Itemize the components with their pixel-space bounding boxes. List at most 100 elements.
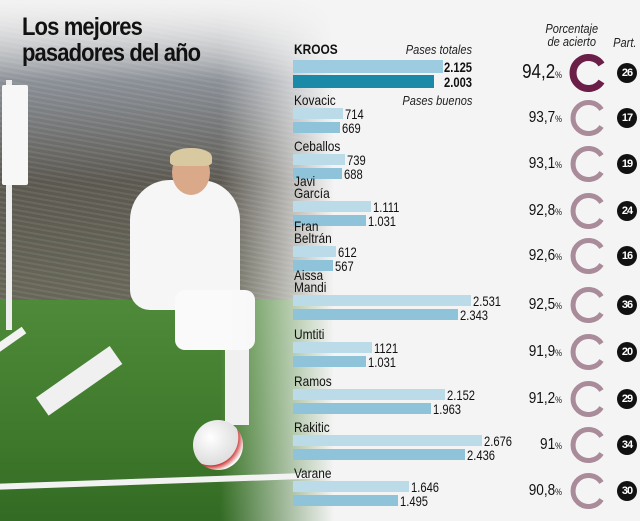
percentage-value: 91,9 xyxy=(528,343,556,360)
matches-badge: 20 xyxy=(617,342,637,362)
header-percentage-line: de acierto xyxy=(547,34,596,49)
accuracy-ring xyxy=(570,100,604,136)
value-good-passes: 567 xyxy=(334,258,354,274)
accuracy-ring xyxy=(570,381,604,417)
value-good-passes: 1.031 xyxy=(367,354,396,370)
matches-badge: 19 xyxy=(617,154,637,174)
value-good-passes: 669 xyxy=(342,120,361,136)
percentage-label: 92,6% xyxy=(503,247,562,265)
corner-flag-pole xyxy=(6,80,12,330)
bar-good-passes xyxy=(293,215,366,226)
bar-total-passes xyxy=(293,154,346,165)
player-name: Aissa Mandi xyxy=(294,267,327,295)
percentage-label: 91,9% xyxy=(503,343,562,361)
value-total-passes: 1.646 xyxy=(411,479,440,495)
matches-badge: 29 xyxy=(617,389,637,409)
percentage-value: 93,7 xyxy=(528,109,556,126)
accuracy-ring xyxy=(569,54,605,92)
matches-badge: 30 xyxy=(617,481,637,501)
percent-sign: % xyxy=(555,487,562,497)
percent-sign: % xyxy=(555,348,562,358)
header-total-passes: Pases totales xyxy=(405,42,472,57)
value-total-passes: 714 xyxy=(345,106,365,122)
matches-badge: 34 xyxy=(617,435,637,455)
accuracy-ring xyxy=(570,193,604,229)
player-hair xyxy=(170,148,212,166)
percent-sign: % xyxy=(555,70,562,80)
bar-total-passes xyxy=(293,108,344,119)
percent-sign: % xyxy=(555,114,562,124)
page-title: Los mejores pasadores del año xyxy=(22,13,201,66)
percent-sign: % xyxy=(555,395,562,405)
bar-total-passes xyxy=(293,435,482,446)
value-good-passes: 1.495 xyxy=(400,493,429,509)
percentage-label: 91% xyxy=(503,436,562,454)
accuracy-ring xyxy=(570,473,604,509)
header-percentage: Porcentaje de acierto xyxy=(545,22,598,48)
value-total-passes: 2.152 xyxy=(446,387,475,403)
header-percentage-line: Porcentaje xyxy=(545,21,598,36)
bar-good-passes xyxy=(293,122,341,133)
bar-total-passes xyxy=(293,295,472,306)
bar-total-passes xyxy=(293,481,410,492)
player-name: Javi García xyxy=(294,173,330,201)
percentage-label: 92,8% xyxy=(503,202,562,220)
percentage-label: 91,2% xyxy=(503,390,562,408)
percent-sign: % xyxy=(555,441,562,451)
bar-good-passes xyxy=(293,309,459,320)
bar-good-passes xyxy=(293,260,333,271)
accuracy-ring xyxy=(570,334,604,370)
bar-good-passes xyxy=(293,75,435,88)
player-name: Varane xyxy=(294,465,332,481)
bar-good-passes xyxy=(293,495,399,506)
player-photo xyxy=(0,0,340,521)
percentage-value: 91,2 xyxy=(528,390,556,407)
percentage-label: 93,7% xyxy=(503,109,562,127)
accuracy-ring xyxy=(570,146,604,182)
bar-good-passes xyxy=(293,356,366,367)
matches-badge: 17 xyxy=(617,108,637,128)
percentage-label: 93,1% xyxy=(503,155,562,173)
corner-flag xyxy=(2,85,28,185)
percentage-value: 92,6 xyxy=(528,247,556,264)
value-good-passes: 2.003 xyxy=(443,74,472,90)
matches-badge: 26 xyxy=(617,63,637,83)
value-total-passes: 2.531 xyxy=(473,293,502,309)
percent-sign: % xyxy=(555,207,562,217)
matches-badge: 36 xyxy=(617,295,637,315)
percentage-value: 90,8 xyxy=(528,482,556,499)
matches-badge: 16 xyxy=(617,246,637,266)
bar-good-passes xyxy=(293,168,342,179)
percentage-label: 94,2% xyxy=(503,61,562,84)
header-good-passes: Pases buenos xyxy=(401,93,472,108)
bar-total-passes xyxy=(293,60,443,73)
value-good-passes: 688 xyxy=(343,166,363,182)
photo-fade-top xyxy=(0,0,340,80)
percentage-value: 91 xyxy=(540,436,556,453)
header-matches: Part. xyxy=(612,35,636,50)
value-total-passes: 1121 xyxy=(374,340,399,356)
percentage-value: 93,1 xyxy=(528,155,556,172)
player-name: Ramos xyxy=(294,373,332,389)
player-name: Rakitic xyxy=(294,419,330,435)
player-name: Ceballos xyxy=(294,138,341,154)
percentage-value: 94,2 xyxy=(522,61,556,83)
player-name: Umtiti xyxy=(294,326,325,342)
accuracy-ring xyxy=(570,238,604,274)
value-good-passes: 2.436 xyxy=(466,447,495,463)
percentage-value: 92,8 xyxy=(528,202,556,219)
value-total-passes: 2.676 xyxy=(483,433,512,449)
value-total-passes: 739 xyxy=(347,152,366,168)
value-total-passes: 1.111 xyxy=(373,199,400,215)
bar-total-passes xyxy=(293,246,337,257)
bar-good-passes xyxy=(293,403,432,414)
title-line: Los mejores xyxy=(22,13,143,41)
accuracy-ring xyxy=(570,427,604,463)
bar-total-passes xyxy=(293,389,445,400)
percentage-label: 92,5% xyxy=(503,296,562,314)
accuracy-ring xyxy=(570,287,604,323)
value-total-passes: 2.125 xyxy=(443,59,472,75)
percent-sign: % xyxy=(555,160,562,170)
player-name: KROOS xyxy=(294,41,338,57)
matches-badge: 24 xyxy=(617,201,637,221)
